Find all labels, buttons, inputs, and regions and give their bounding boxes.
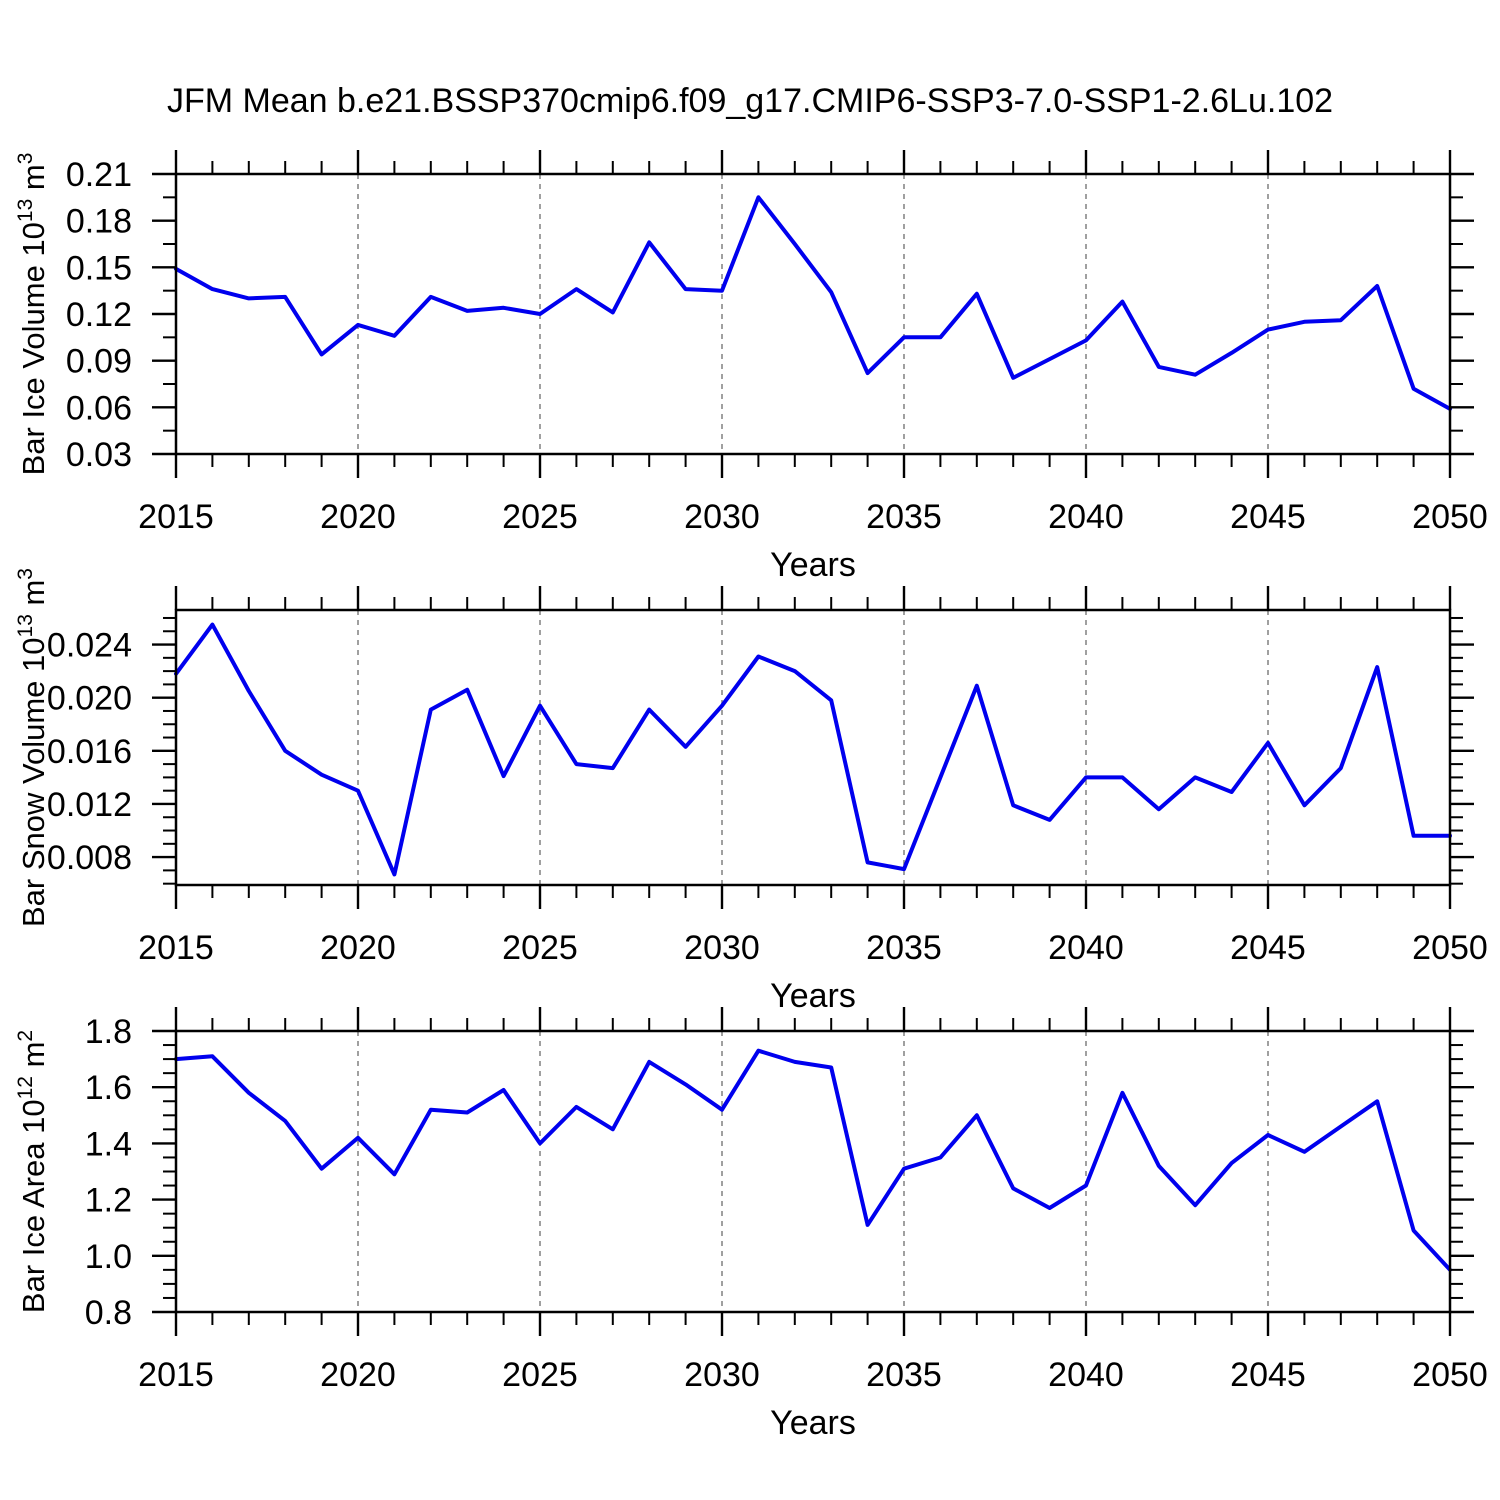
y-tick-labels: 0.8 1.0 1.2 1.4 1.6 1.8 xyxy=(85,1013,132,1332)
x-tick-label: 2040 xyxy=(1048,929,1124,967)
y-tick-label: 1.4 xyxy=(85,1125,132,1163)
panel-border xyxy=(174,1029,1452,1314)
y-tick-label: 0.016 xyxy=(47,733,132,771)
y-tick-label: 0.012 xyxy=(47,786,132,824)
x-tick-label: 2030 xyxy=(684,1356,760,1394)
x-tick-label: 2040 xyxy=(1048,1356,1124,1394)
x-tick-labels: 2015 2020 2025 2030 2035 2040 2045 2050 xyxy=(138,929,1488,967)
y-tick-label: 1.0 xyxy=(85,1238,132,1276)
x-tick-label: 2050 xyxy=(1412,929,1488,967)
y-tick-label: 0.18 xyxy=(66,203,132,241)
axis-ticks xyxy=(152,150,1474,478)
y-axis-title: Bar Ice Volume 1013​ m3​ xyxy=(14,153,51,476)
bar-ice-volume-panel: 2015 2020 2025 2030 2035 2040 2045 2050 0.03 0.06… xyxy=(14,150,1488,584)
x-axis-title: Years xyxy=(770,546,856,584)
y-tick-label: 1.6 xyxy=(85,1069,132,1107)
bar-ice-area-panel: 2015 2020 2025 2030 2035 2040 2045 2050 0.8 1.0 1.… xyxy=(14,1007,1488,1442)
x-tick-label: 2020 xyxy=(320,1356,396,1394)
x-tick-label: 2035 xyxy=(866,1356,942,1394)
y-axis-title: Bar Ice Area 1012​ m2​ xyxy=(14,1030,51,1313)
bar-snow-volume-panel: 2015 2020 2025 2030 2035 2040 2045 20500.0080.0… xyxy=(14,568,1488,1015)
x-tick-label: 2020 xyxy=(320,498,396,536)
y-tick-label: 0.008 xyxy=(47,839,132,877)
x-tick-label: 2015 xyxy=(138,1356,214,1394)
gridlines xyxy=(357,610,1269,885)
y-tick-label: 0.15 xyxy=(66,249,132,287)
x-tick-label: 2025 xyxy=(502,929,578,967)
y-tick-label: 0.03 xyxy=(66,436,132,474)
panel-border xyxy=(174,172,1452,456)
x-tick-labels: 2015 2020 2025 2030 2035 2040 2045 2050 xyxy=(138,1356,1488,1394)
y-tick-label: 0.09 xyxy=(66,343,132,381)
x-tick-label: 2035 xyxy=(866,498,942,536)
y-tick-label: 1.2 xyxy=(85,1182,132,1220)
x-tick-label: 2015 xyxy=(138,498,214,536)
axis-ticks xyxy=(152,1007,1474,1336)
y-tick-label: 0.12 xyxy=(66,296,132,334)
y-tick-label: 0.21 xyxy=(66,156,132,194)
y-tick-label: 1.8 xyxy=(85,1013,132,1051)
axis-ticks xyxy=(152,586,1474,909)
x-tick-label: 2035 xyxy=(866,929,942,967)
bar-ice-area-line xyxy=(174,1048,1452,1272)
bar-snow-volume-line xyxy=(174,622,1452,877)
gridlines xyxy=(357,1031,1269,1312)
y-tick-labels: 0.03 0.06 0.09 0.12 0.15 0.18 0.21 xyxy=(66,156,132,474)
y-tick-label: 0.8 xyxy=(85,1294,132,1332)
y-tick-label: 0.020 xyxy=(47,680,132,718)
y-tick-labels: 0.008 0.012 0.016 0.020 0.024 xyxy=(47,627,132,878)
x-tick-labels: 2015 2020 2025 2030 2035 2040 2045 2050 xyxy=(138,498,1488,536)
x-tick-label: 2050 xyxy=(1412,498,1488,536)
x-axis-title: Years xyxy=(770,977,856,1015)
chart-title: JFM Mean b.e21.BSSP370cmip6.f09_g17.CMIP… xyxy=(167,82,1333,120)
x-tick-label: 2025 xyxy=(502,1356,578,1394)
panel-border xyxy=(174,608,1452,887)
y-tick-label: 0.024 xyxy=(47,627,132,665)
x-tick-label: 2020 xyxy=(320,929,396,967)
x-tick-label: 2045 xyxy=(1230,929,1306,967)
x-tick-label: 2030 xyxy=(684,929,760,967)
x-tick-label: 2050 xyxy=(1412,1356,1488,1394)
x-tick-label: 2040 xyxy=(1048,498,1124,536)
x-tick-label: 2045 xyxy=(1230,1356,1306,1394)
x-tick-label: 2015 xyxy=(138,929,214,967)
x-tick-label: 2045 xyxy=(1230,498,1306,536)
x-tick-label: 2025 xyxy=(502,498,578,536)
bar-ice-volume-line xyxy=(174,195,1452,411)
x-axis-title: Years xyxy=(770,1404,856,1442)
y-tick-label: 0.06 xyxy=(66,389,132,427)
y-axis-title: Bar Snow Volume 1013​ m3​ xyxy=(14,568,51,927)
x-tick-label: 2030 xyxy=(684,498,760,536)
